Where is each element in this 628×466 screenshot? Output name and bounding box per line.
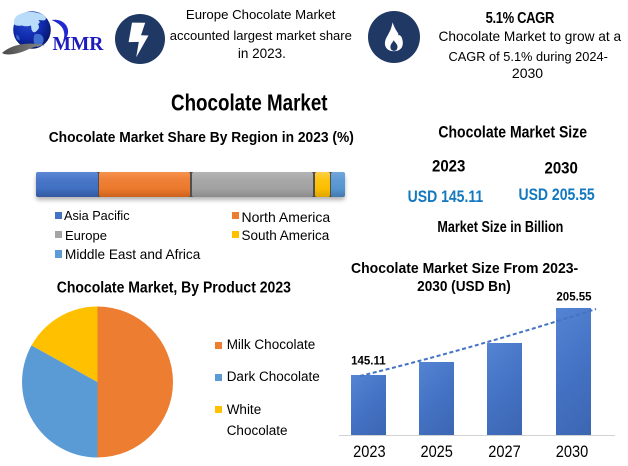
- svg-text:MMR: MMR: [53, 34, 105, 55]
